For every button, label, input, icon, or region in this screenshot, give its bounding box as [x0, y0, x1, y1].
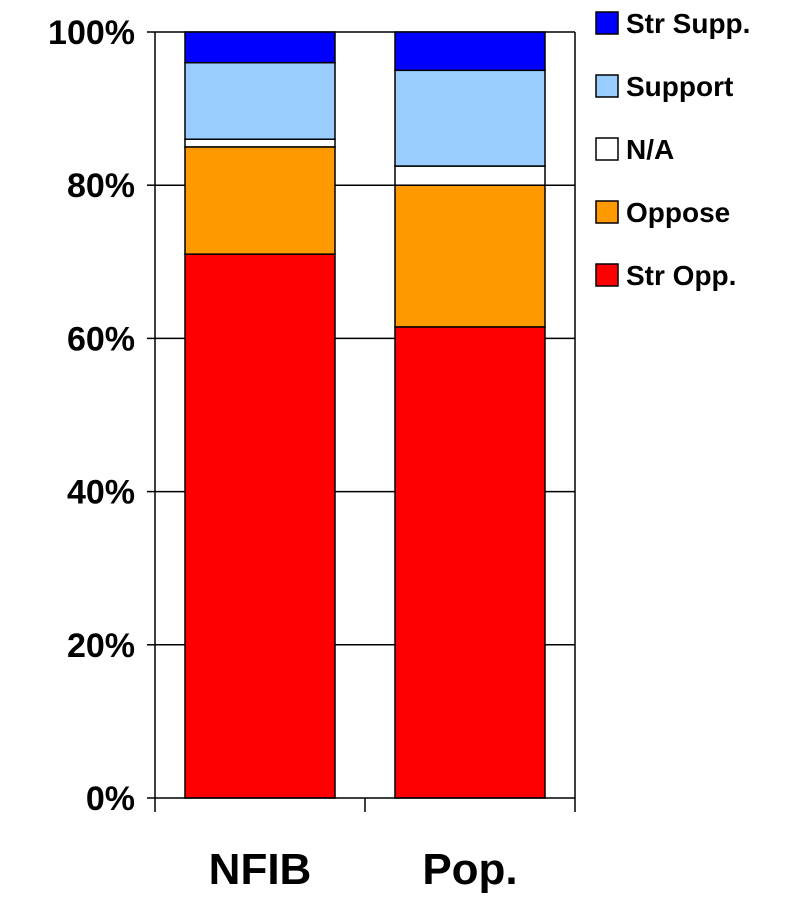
legend-label: Oppose: [626, 197, 730, 228]
legend-item: Support: [595, 71, 733, 102]
bar-segment-support-nfib: [184, 61, 336, 140]
y-tick-label: 20%: [67, 627, 135, 665]
axes: [154, 32, 576, 812]
bar-segment-n-a-nfib: [184, 138, 336, 148]
y-tick-labels: 0% 20% 40% 60% 80% 100%: [48, 14, 135, 818]
y-tick-label: 0%: [86, 780, 135, 818]
legend-label: Support: [626, 71, 733, 102]
legend-item: Str Opp.: [595, 260, 736, 291]
y-tick-label: 40%: [67, 474, 135, 512]
category-label: NFIB: [209, 845, 312, 894]
plot-area: 0% 20% 40% 60% 80% 100% NFIB Pop.: [48, 14, 576, 894]
legend-swatch: [595, 137, 619, 161]
bar-segment-oppose-pop: [394, 184, 546, 328]
category-label: Pop.: [422, 845, 517, 894]
bar-segment-oppose-nfib: [184, 146, 336, 255]
legend-item: Oppose: [595, 197, 730, 228]
legend-swatch: [595, 74, 619, 98]
legend-swatch: [595, 263, 619, 287]
legend-label: Str Supp.: [626, 8, 750, 39]
bar-segment-n-a-pop: [394, 165, 546, 186]
legend-label: Str Opp.: [626, 260, 736, 291]
legend-swatch: [595, 11, 619, 35]
bar-segment-support-pop: [394, 69, 546, 167]
bar-segment-str-supp-nfib: [184, 31, 336, 64]
y-tick-label: 60%: [67, 320, 135, 358]
y-tick-label: 80%: [67, 167, 135, 205]
bar-segment-str-opp-pop: [394, 326, 546, 799]
legend-swatch: [595, 200, 619, 224]
bars: [184, 31, 546, 799]
legend-item: N/A: [595, 134, 674, 165]
category-labels: NFIB Pop.: [209, 845, 518, 894]
legend: Str Supp. Support N/A Oppose Str Opp.: [595, 8, 750, 291]
y-tick-label: 100%: [48, 14, 135, 52]
bar-segment-str-opp-nfib: [184, 253, 336, 799]
bar-segment-str-supp-pop: [394, 31, 546, 72]
legend-item: Str Supp.: [595, 8, 750, 39]
legend-label: N/A: [626, 134, 674, 165]
